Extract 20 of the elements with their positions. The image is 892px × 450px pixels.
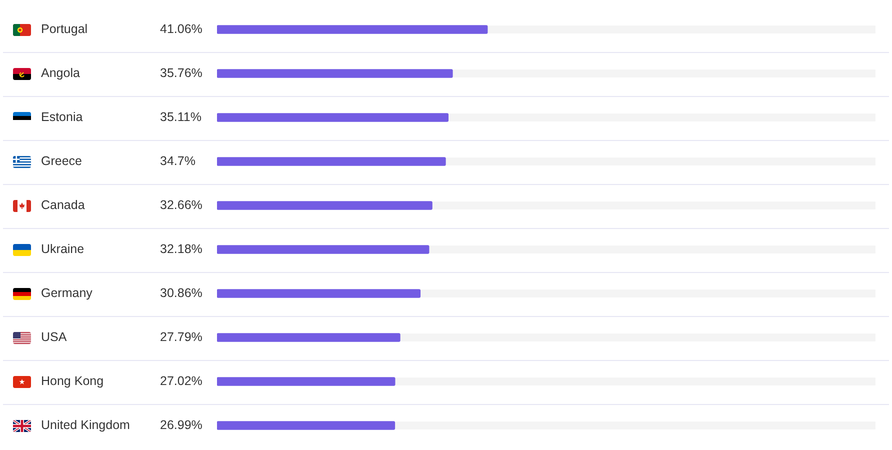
data-label: 41.06% [160,22,202,36]
y-tick-label: United Kingdom [41,418,130,432]
data-label: 35.76% [160,66,202,80]
data-label: 35.11% [160,110,202,124]
data-label: 26.99% [160,418,202,432]
y-tick-label: Greece [41,154,82,168]
y-tick-label: Hong Kong [41,374,104,388]
y-tick-label: Ukraine [41,242,84,256]
data-label: 32.18% [160,242,202,256]
data-label: 30.86% [160,286,202,300]
data-label: 34.7% [160,154,196,168]
y-tick-label: Angola [41,66,80,80]
y-tick-label: Portugal [41,22,88,36]
y-tick-label: Germany [41,286,94,300]
data-label: 27.79% [160,330,202,344]
y-tick-label: USA [41,330,68,344]
y-tick-label: Estonia [41,110,83,124]
data-label: 32.66% [160,198,202,212]
y-tick-label: Canada [41,198,85,212]
data-label: 27.02% [160,374,202,388]
